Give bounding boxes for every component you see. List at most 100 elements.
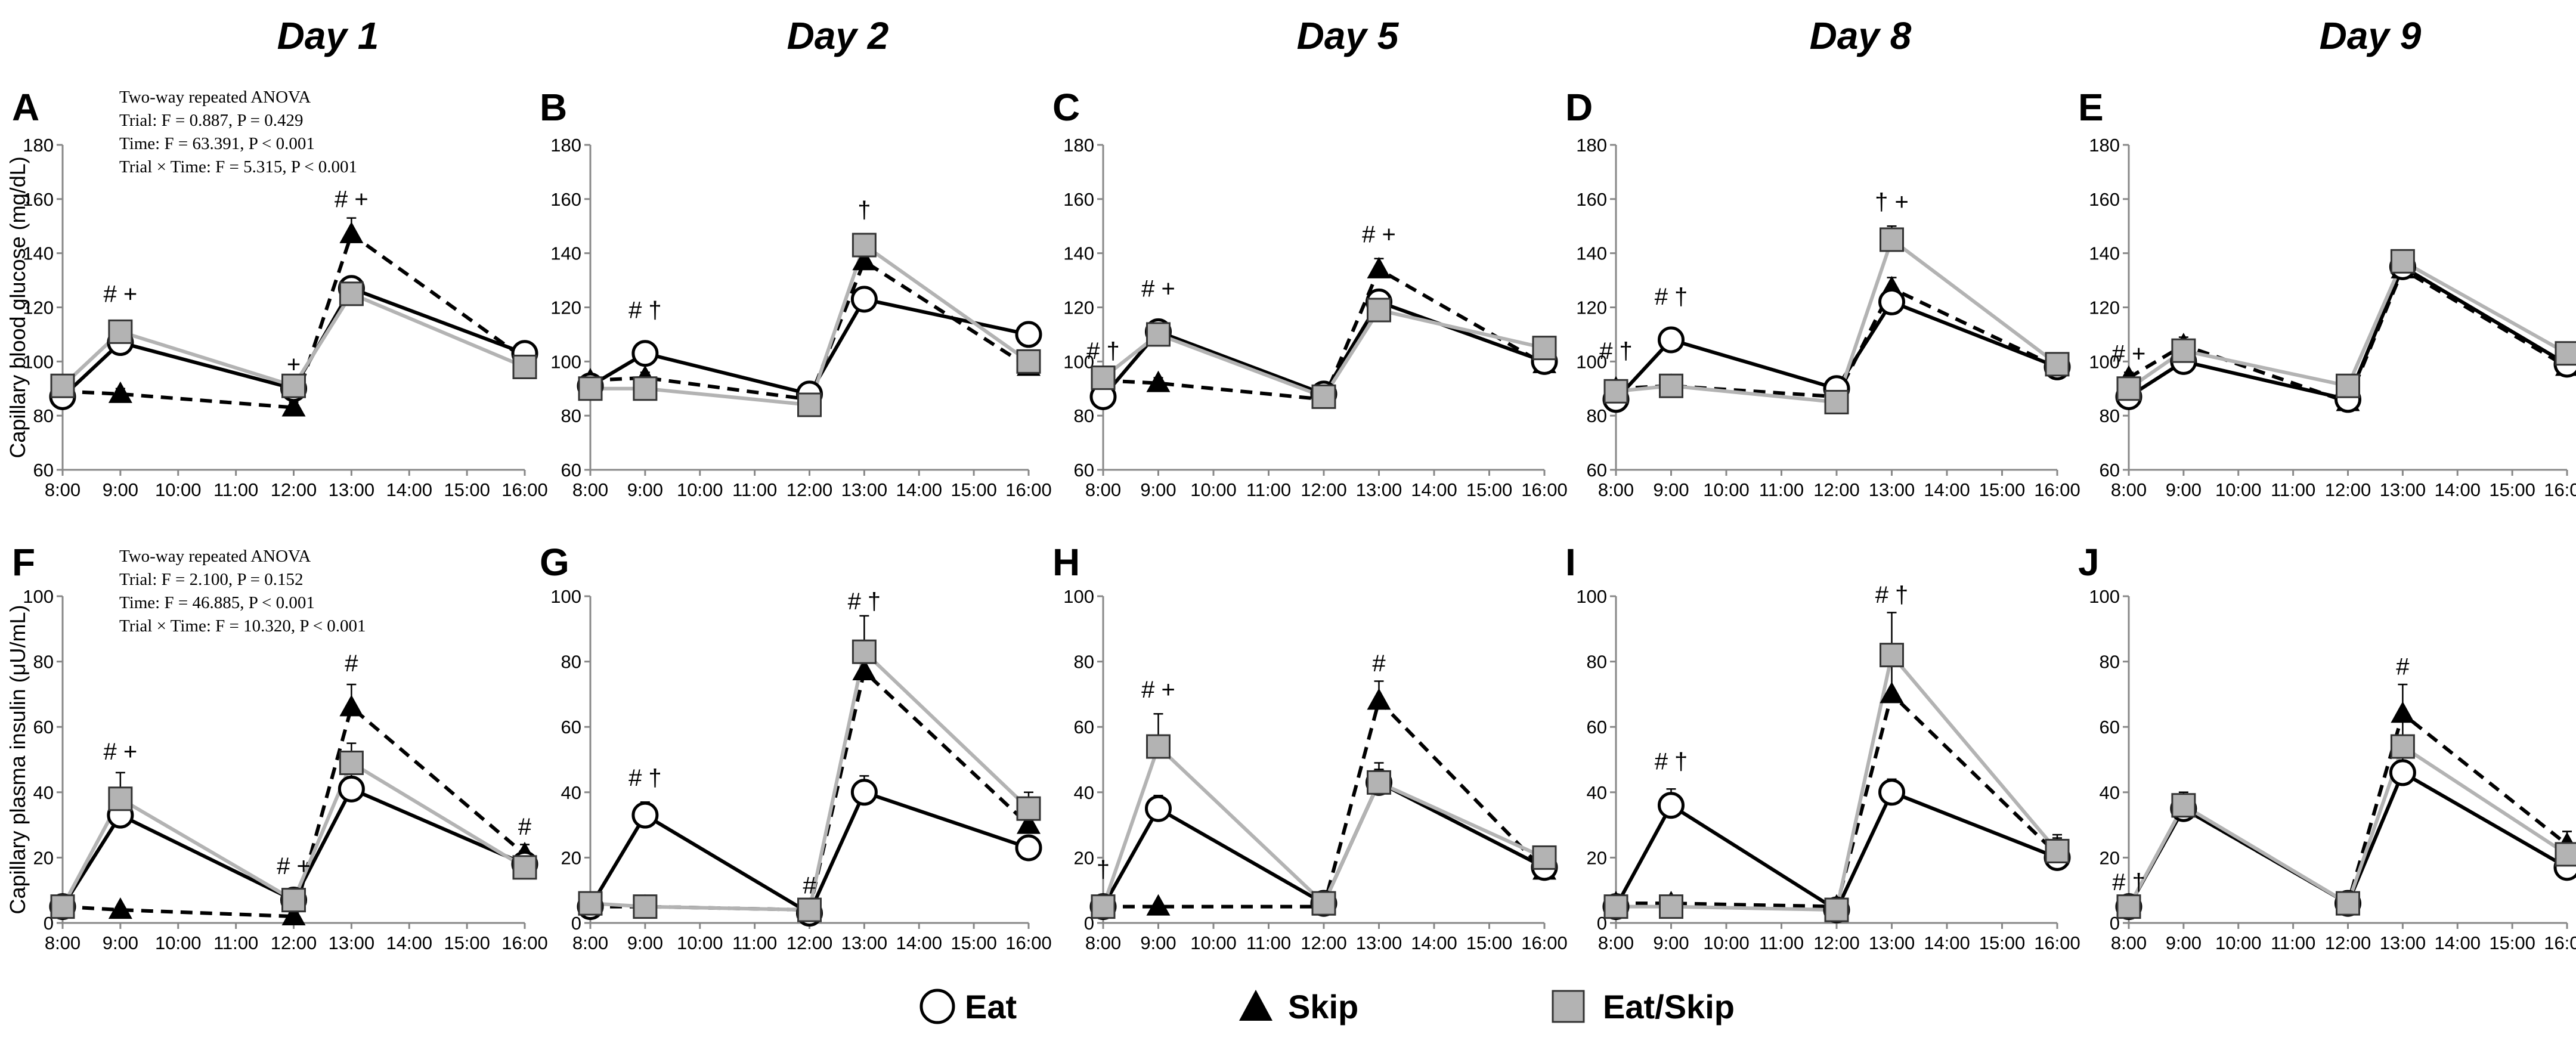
panel-e-eatskip-point <box>2555 341 2576 366</box>
panel-b-skip-point <box>852 249 877 271</box>
panel-a: A 60 80 100 120 140 160 180 8:00 9:00 10:00 11:00 12… <box>5 86 548 500</box>
panel-b-xtick-label: 10:00 <box>677 479 723 500</box>
panel-h-annotation: # <box>1372 650 1386 677</box>
panel-g-xtick-label: 16:00 <box>1005 932 1052 953</box>
panel-e-xtick-label: 11:00 <box>2271 479 2315 500</box>
panel-d-ytick-label: 140 <box>1576 243 1607 264</box>
panel-i-xtick-label: 12:00 <box>1813 932 1860 953</box>
panel-e-annotation: # + <box>2112 340 2146 367</box>
panel-g-label: G <box>540 541 569 584</box>
panel-f-annotation: # <box>345 650 358 677</box>
panel-d-label: D <box>1565 86 1593 129</box>
panel-d-xtick-label: 13:00 <box>1869 479 1915 500</box>
panel-b-eatskip-point <box>852 233 877 258</box>
panel-e-ytick-label: 180 <box>2089 135 2120 156</box>
panel-h-xtick-label: 12:00 <box>1301 932 1347 953</box>
panel-b-eat-point <box>1015 321 1042 348</box>
panel-e-xtick-label: 15:00 <box>2489 479 2535 500</box>
panel-b-ytick-label: 80 <box>561 405 581 426</box>
panel-b-xtick-label: 8:00 <box>572 479 608 500</box>
panel-j-eat-point <box>2389 759 2416 786</box>
panel-i-ytick-label: 100 <box>1576 586 1607 607</box>
panel-d-xtick-label: 10:00 <box>1703 479 1750 500</box>
legend-eat-marker <box>919 989 955 1024</box>
panel-b-eatskip-point <box>578 376 603 401</box>
panel-a-ytick-label: 140 <box>23 243 54 264</box>
panel-h-annotation: † <box>1097 856 1110 882</box>
panel-d-ytick-label: 180 <box>1576 135 1607 156</box>
panel-h-label: H <box>1052 541 1080 584</box>
panel-f-eatskip-point <box>339 750 364 775</box>
panel-a-annotation: + <box>287 352 301 378</box>
panel-c-eatskip-point <box>1367 298 1391 323</box>
panel-f-stats-line: Time: F = 46.885, P < 0.001 <box>119 593 315 612</box>
panel-d-ytick-label: 100 <box>1576 351 1607 372</box>
panel-d-eat-point <box>1658 326 1685 354</box>
panel-e-xtick-label: 10:00 <box>2215 479 2262 500</box>
panel-a-eatskip-point <box>50 373 75 398</box>
panel-f-y-axis-label: Capillary plasma insulin (μU/mL) <box>5 605 30 915</box>
panel-e-ytick-label: 140 <box>2089 243 2120 264</box>
panel-c-ytick-label: 100 <box>1063 351 1094 372</box>
panel-i-xtick-label: 10:00 <box>1703 932 1750 953</box>
panel-a-ytick-label: 160 <box>23 189 54 210</box>
panel-a-annotation: # + <box>335 186 369 212</box>
panel-i-eat-point <box>1658 792 1685 819</box>
panel-b-eat-point <box>631 340 659 367</box>
panel-b-eatskip-point <box>633 376 658 401</box>
panel-b-eatskip-point <box>797 392 822 417</box>
panel-a-ytick-label: 120 <box>23 298 54 318</box>
panel-b: B 60 80 100 120 140 160 180 8:00 9:00 10:00 11:00 12… <box>540 86 1052 500</box>
panel-j-xtick-label: 8:00 <box>2111 932 2147 953</box>
panel-f-label: F <box>12 541 35 584</box>
panel-i-xtick-label: 8:00 <box>1598 932 1634 953</box>
panel-g-ytick-label: 40 <box>561 782 581 803</box>
chart-panels: A 60 80 100 120 140 160 180 8:00 9:00 10:00 11:00 12… <box>5 86 2576 953</box>
panel-c-skip-point <box>1146 370 1171 392</box>
panel-f-stats-line: Trial × Time: F = 10.320, P < 0.001 <box>119 616 366 636</box>
panel-e-xtick-label: 13:00 <box>2380 479 2426 500</box>
panel-h-skip-point <box>1146 894 1171 916</box>
panel-e-ytick-label: 80 <box>2100 405 2120 426</box>
panel-a-xtick-label: 9:00 <box>103 479 138 500</box>
panel-b-ytick-label: 140 <box>550 243 581 264</box>
panel-b-annotation: † <box>857 197 871 224</box>
panel-h-ytick-label: 60 <box>1074 717 1094 738</box>
panel-d-xtick-label: 14:00 <box>1924 479 1970 500</box>
panel-h-eatskip-point <box>1367 770 1391 795</box>
panel-h-ytick-label: 40 <box>1074 782 1094 803</box>
panel-b-xtick-label: 16:00 <box>1005 479 1052 500</box>
legend-eatskip-label: Eat/Skip <box>1603 988 1735 1025</box>
panel-f-xtick-label: 16:00 <box>501 932 548 953</box>
panel-i-eatskip-point <box>1824 897 1849 922</box>
panel-a-ytick-label: 80 <box>33 405 54 426</box>
panel-c-xtick-label: 12:00 <box>1301 479 1347 500</box>
legend-skip-marker <box>1239 990 1272 1021</box>
panel-i-eatskip-point <box>2045 838 2070 863</box>
panel-c-ytick-label: 80 <box>1074 405 1094 426</box>
panel-j-eatskip-point <box>2116 894 2141 919</box>
panel-e-xtick-label: 9:00 <box>2166 479 2202 500</box>
panel-i-eat-point <box>1878 779 1905 806</box>
panel-c-annotation: # + <box>1141 275 1175 302</box>
panel-j-ytick-label: 80 <box>2100 652 2120 673</box>
panel-h-skip-point <box>1367 688 1391 710</box>
panel-g-xtick-label: 9:00 <box>627 932 663 953</box>
panel-f-annotation: # + <box>104 739 138 765</box>
panel-a-ytick-label: 100 <box>23 351 54 372</box>
day-header-8: Day 8 <box>1810 14 1912 57</box>
panel-i-ytick-label: 20 <box>1587 847 1607 868</box>
panel-g-xtick-label: 14:00 <box>896 932 942 953</box>
panel-g-eatskip-point <box>797 897 822 922</box>
panel-b-ytick-label: 120 <box>550 298 581 318</box>
panel-d-annotation: # † <box>1599 338 1633 364</box>
panel-a-stats-line: Time: F = 63.391, P < 0.001 <box>119 134 315 153</box>
panel-a-ytick-label: 180 <box>23 135 54 156</box>
panel-j-xtick-label: 13:00 <box>2380 932 2426 953</box>
panel-d-xtick-label: 12:00 <box>1813 479 1860 500</box>
panel-e-xtick-label: 14:00 <box>2434 479 2481 500</box>
panel-f-eatskip-point <box>512 855 537 880</box>
legend: Eat Skip Eat/Skip <box>919 988 1735 1025</box>
panel-i-xtick-label: 11:00 <box>1759 932 1804 953</box>
